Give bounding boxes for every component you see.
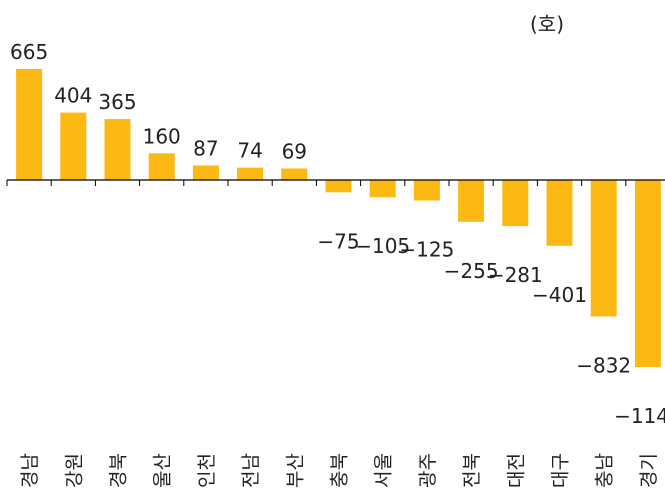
category-label: 광주 bbox=[417, 453, 439, 488]
bars-group bbox=[16, 69, 661, 367]
category-label: 경기 bbox=[638, 453, 660, 488]
unit-label: (호) bbox=[530, 12, 565, 36]
category-label: 울산 bbox=[152, 453, 174, 488]
bar-서울 bbox=[369, 180, 396, 198]
value-label: 665 bbox=[10, 40, 48, 64]
value-label: 74 bbox=[237, 139, 262, 163]
value-label: −281 bbox=[488, 263, 543, 287]
category-label: 인천 bbox=[196, 453, 218, 488]
value-label: 87 bbox=[193, 136, 218, 160]
axis-group bbox=[6, 179, 665, 186]
category-label: 경북 bbox=[108, 453, 130, 488]
value-label: 404 bbox=[54, 84, 92, 108]
bar-충남 bbox=[590, 180, 617, 317]
category-label: 대구 bbox=[550, 453, 572, 488]
bar-인천 bbox=[192, 165, 219, 180]
category-label: 부산 bbox=[284, 453, 306, 488]
category-label: 대전 bbox=[505, 453, 527, 488]
category-label: 경남 bbox=[19, 453, 41, 488]
bar-광주 bbox=[413, 180, 440, 201]
bar-경남 bbox=[16, 69, 43, 180]
category-label: 전남 bbox=[240, 453, 262, 488]
value-label: −832 bbox=[576, 353, 631, 377]
category-label: 충북 bbox=[329, 453, 351, 488]
value-label: 160 bbox=[143, 124, 181, 148]
value-label: 365 bbox=[98, 90, 136, 114]
category-label: 서울 bbox=[373, 453, 395, 488]
bar-충북 bbox=[325, 180, 352, 193]
bar-경기 bbox=[634, 180, 661, 367]
bar-강원 bbox=[60, 112, 87, 180]
bar-울산 bbox=[148, 153, 175, 180]
value-label: −401 bbox=[532, 283, 587, 307]
value-label: −75 bbox=[317, 229, 359, 253]
value-label: 69 bbox=[282, 139, 307, 163]
bar-대구 bbox=[546, 180, 573, 246]
category-label: 강원 bbox=[63, 453, 85, 488]
category-label: 충남 bbox=[594, 453, 616, 488]
category-label: 전북 bbox=[461, 453, 483, 488]
value-label: −105 bbox=[355, 234, 410, 258]
bar-대전 bbox=[502, 180, 529, 227]
bar-부산 bbox=[281, 168, 308, 180]
bar-경북 bbox=[104, 119, 131, 180]
bar-전남 bbox=[237, 167, 264, 180]
value-label: −255 bbox=[444, 259, 499, 283]
value-label: −1140 bbox=[614, 404, 665, 428]
bar-전북 bbox=[458, 180, 485, 222]
category-labels-group: 경남 강원 경북 울산 인천 전남 부산 충북 서울 광주 전북 대전 대구 충남 경기 bbox=[19, 453, 660, 488]
value-label: −125 bbox=[399, 238, 454, 262]
